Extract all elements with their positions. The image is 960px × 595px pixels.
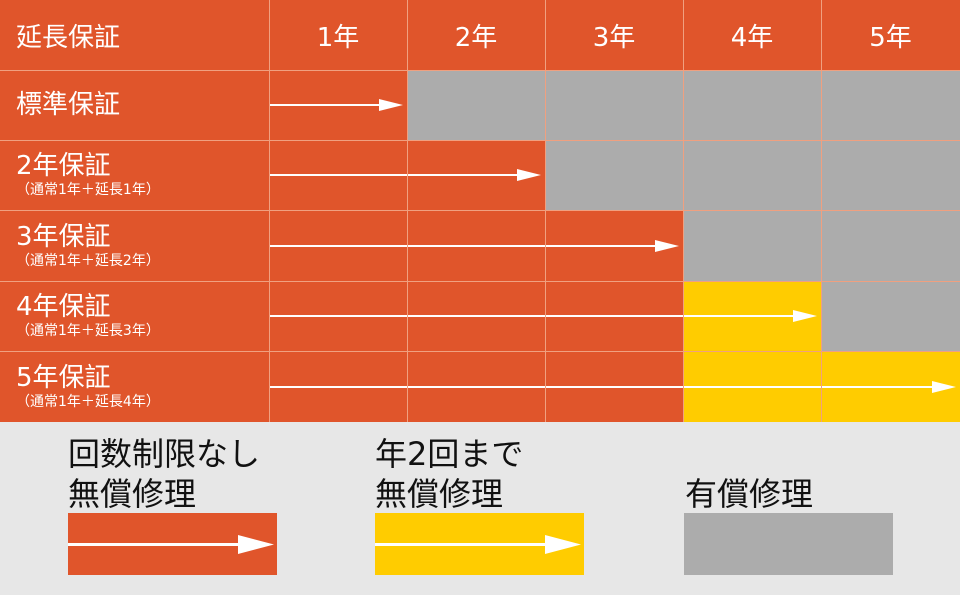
plan-name: 2年保証 xyxy=(16,151,111,181)
plan-detail: （通常1年＋延長2年） xyxy=(16,252,160,269)
grid-line-horizontal xyxy=(0,210,960,211)
row-label: 標準保証 xyxy=(0,70,269,140)
legend-label-line1: 年2回まで xyxy=(375,435,524,473)
header-year: 4年 xyxy=(683,0,821,70)
header-year: 1年 xyxy=(269,0,407,70)
coverage-cell-gray xyxy=(407,70,545,140)
legend-arrow xyxy=(375,535,581,554)
grid-line-horizontal xyxy=(0,281,960,282)
legend-item-paid: 有償修理 xyxy=(685,474,813,514)
coverage-cell-gray xyxy=(821,70,960,140)
plan-name: 4年保証 xyxy=(16,292,111,322)
grid-line-horizontal xyxy=(0,140,960,141)
legend-item-unlimited: 回数制限なし 無償修理 xyxy=(68,434,260,514)
coverage-cell-gray xyxy=(683,140,821,210)
header-year: 3年 xyxy=(545,0,683,70)
plan-name: 3年保証 xyxy=(16,221,111,252)
header-year: 5年 xyxy=(821,0,960,70)
coverage-arrow xyxy=(269,99,403,111)
coverage-cell-gray xyxy=(821,140,960,210)
legend-swatch-orange xyxy=(68,513,277,575)
plan-name: 標準保証 xyxy=(16,90,121,120)
coverage-cell-gray xyxy=(821,210,960,281)
grid-line-vertical xyxy=(407,0,408,422)
plan-detail: （通常1年＋延長3年） xyxy=(16,323,160,339)
coverage-cell-gray xyxy=(545,70,683,140)
row-label: 4年保証 （通常1年＋延長3年） xyxy=(0,281,269,351)
grid-line-horizontal xyxy=(0,351,960,352)
header-corner: 延長保証 xyxy=(0,0,269,70)
grid-line-vertical xyxy=(683,0,684,422)
legend: 回数制限なし 無償修理 年2回まで 無償修理 有償修理 xyxy=(0,422,960,595)
legend-label-line1: 回数制限なし xyxy=(68,435,261,473)
row-label: 2年保証 （通常1年＋延長1年） xyxy=(0,140,269,210)
legend-label-line2: 無償修理 xyxy=(68,475,197,513)
warranty-grid: 延長保証 1年 2年 3年 4年 5年 標準保証 2年保証 （通常1年＋延長1年） 3年保証 （通常… xyxy=(0,0,960,422)
grid-line-vertical xyxy=(545,0,546,422)
legend-swatch-gray xyxy=(684,513,893,575)
legend-arrow xyxy=(68,535,274,554)
coverage-cell-gray xyxy=(821,281,960,351)
row-label: 3年保証 （通常1年＋延長2年） xyxy=(0,210,269,281)
plan-name: 5年保証 xyxy=(16,362,111,393)
header-year: 2年 xyxy=(407,0,545,70)
coverage-arrow xyxy=(269,380,956,393)
coverage-cell-gray xyxy=(683,210,821,281)
row-label: 5年保証 （通常1年＋延長4年） xyxy=(0,351,269,422)
legend-swatch-yellow xyxy=(375,513,584,575)
plan-detail: （通常1年＋延長4年） xyxy=(16,393,160,410)
coverage-arrow xyxy=(269,169,541,181)
plan-detail: （通常1年＋延長1年） xyxy=(16,182,160,198)
legend-label-line2: 無償修理 xyxy=(375,475,504,513)
legend-item-twice-yearly: 年2回まで 無償修理 xyxy=(375,434,523,514)
coverage-cell-gray xyxy=(683,70,821,140)
coverage-arrow xyxy=(269,239,679,252)
coverage-cell-gray xyxy=(545,140,683,210)
legend-label-line2: 有償修理 xyxy=(685,475,814,513)
grid-line-vertical xyxy=(821,0,822,422)
grid-line-horizontal xyxy=(0,70,960,71)
coverage-arrow xyxy=(269,310,817,322)
grid-line-vertical xyxy=(269,0,270,422)
